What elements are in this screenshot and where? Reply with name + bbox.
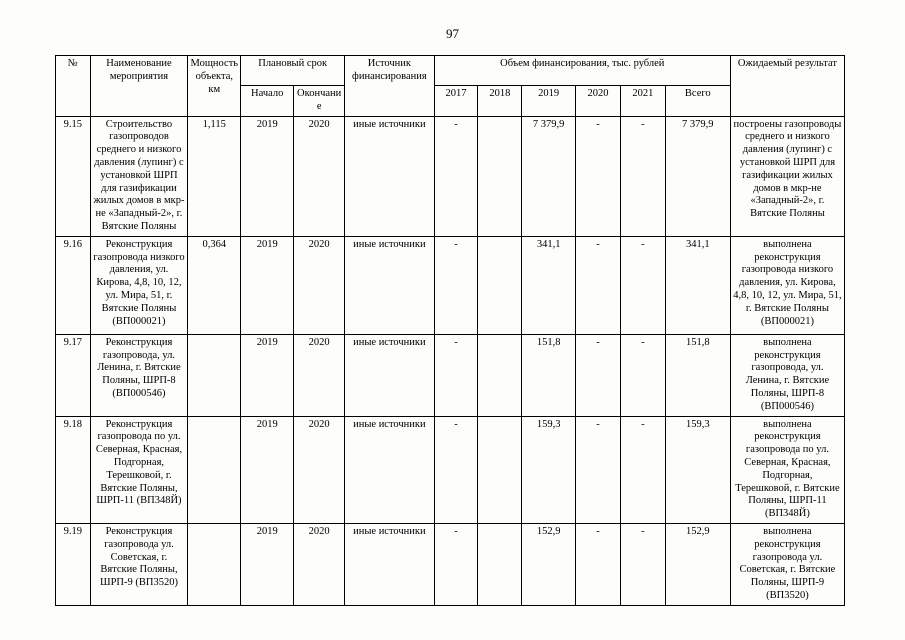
cell-source: иные источники [344, 115, 435, 237]
cell-2020: - [575, 333, 621, 417]
cell-result: выполнена реконструкция газопровода низк… [729, 235, 846, 335]
cell-capacity [187, 333, 242, 417]
cell-2019: 341,1 [521, 235, 577, 335]
cell-start: 2019 [240, 415, 295, 524]
page-number: 97 [446, 26, 459, 41]
header-result: Ожидаемый результат [729, 55, 846, 117]
cell-result: выполнена реконструкция газопровода, ул.… [729, 333, 846, 417]
cell-start: 2019 [240, 115, 295, 237]
table-row: 9.16 Реконструкция газопровода низкого д… [55, 235, 846, 335]
cell-num: 9.16 [55, 235, 91, 335]
cell-2021: - [619, 415, 666, 524]
cell-2017: - [433, 415, 479, 524]
cell-total: 7 379,9 [664, 115, 731, 237]
cell-source: иные источники [344, 235, 435, 335]
cell-total: 151,8 [664, 333, 731, 417]
cell-capacity: 0,364 [187, 235, 242, 335]
header-year-2020: 2020 [575, 85, 621, 117]
header-year-2021: 2021 [619, 85, 666, 117]
cell-end: 2020 [293, 235, 346, 335]
cell-capacity [187, 415, 242, 524]
header-source: Источник финансирования [344, 55, 435, 117]
cell-result: выполнена реконструкция газопровода по у… [729, 415, 846, 524]
cell-source: иные источники [344, 522, 435, 606]
cell-2021: - [619, 522, 666, 606]
cell-total: 152,9 [664, 522, 731, 606]
header-year-2017: 2017 [433, 85, 479, 117]
cell-2017: - [433, 333, 479, 417]
cell-num: 9.19 [55, 522, 91, 606]
cell-start: 2019 [240, 235, 295, 335]
cell-num: 9.15 [55, 115, 91, 237]
header-capacity: Мощность объекта, км [187, 55, 242, 117]
header-year-2019: 2019 [521, 85, 577, 117]
header-end: Окончание [293, 85, 346, 117]
cell-2019: 152,9 [521, 522, 577, 606]
cell-2017: - [433, 115, 479, 237]
cell-2018 [477, 235, 523, 335]
header-year-2018: 2018 [477, 85, 523, 117]
cell-end: 2020 [293, 415, 346, 524]
cell-2020: - [575, 415, 621, 524]
cell-end: 2020 [293, 115, 346, 237]
cell-2021: - [619, 235, 666, 335]
table-row: 9.18 Реконструкция газопровода по ул. Се… [55, 415, 846, 524]
cell-2017: - [433, 522, 479, 606]
cell-2021: - [619, 333, 666, 417]
header-num: № [55, 55, 91, 117]
financing-table: № Наименование мероприятия Мощность объе… [55, 55, 846, 606]
cell-source: иные источники [344, 415, 435, 524]
cell-start: 2019 [240, 522, 295, 606]
cell-2020: - [575, 115, 621, 237]
header-name: Наименование мероприятия [89, 55, 189, 117]
header-financing: Объем финансирования, тыс. рублей [433, 55, 731, 86]
cell-2018 [477, 522, 523, 606]
cell-source: иные источники [344, 333, 435, 417]
cell-total: 341,1 [664, 235, 731, 335]
cell-name: Реконструкция газопровода ул. Советская,… [89, 522, 189, 606]
cell-name: Реконструкция газопровода, ул. Ленина, г… [89, 333, 189, 417]
cell-2018 [477, 333, 523, 417]
cell-result: выполнена реконструкция газопровода ул. … [729, 522, 846, 606]
cell-name: Реконструкция газопровода по ул. Северна… [89, 415, 189, 524]
header-start: Начало [240, 85, 295, 117]
cell-result: построены газопроводы среднего и низкого… [729, 115, 846, 237]
header-planned-period: Плановый срок [240, 55, 346, 86]
cell-2017: - [433, 235, 479, 335]
table-row: 9.17 Реконструкция газопровода, ул. Лени… [55, 333, 846, 417]
cell-start: 2019 [240, 333, 295, 417]
cell-2020: - [575, 522, 621, 606]
cell-2018 [477, 415, 523, 524]
cell-2020: - [575, 235, 621, 335]
cell-end: 2020 [293, 333, 346, 417]
table-row: 9.15 Строительство газопроводов среднего… [55, 115, 846, 237]
cell-2021: - [619, 115, 666, 237]
header-total: Всего [664, 85, 731, 117]
cell-2019: 151,8 [521, 333, 577, 417]
cell-2019: 159,3 [521, 415, 577, 524]
cell-capacity: 1,115 [187, 115, 242, 237]
cell-total: 159,3 [664, 415, 731, 524]
cell-num: 9.18 [55, 415, 91, 524]
cell-end: 2020 [293, 522, 346, 606]
cell-name: Реконструкция газопровода низкого давлен… [89, 235, 189, 335]
cell-capacity [187, 522, 242, 606]
cell-name: Строительство газопроводов среднего и ни… [89, 115, 189, 237]
cell-2019: 7 379,9 [521, 115, 577, 237]
cell-num: 9.17 [55, 333, 91, 417]
cell-2018 [477, 115, 523, 237]
table-row: 9.19 Реконструкция газопровода ул. Совет… [55, 522, 846, 606]
